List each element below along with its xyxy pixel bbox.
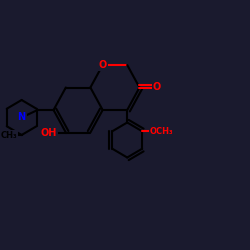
Text: O: O xyxy=(98,60,107,70)
Text: O: O xyxy=(152,82,161,92)
Text: N: N xyxy=(18,112,26,122)
Text: CH₃: CH₃ xyxy=(1,130,18,140)
Text: OH: OH xyxy=(40,128,57,138)
Text: OCH₃: OCH₃ xyxy=(150,127,174,136)
